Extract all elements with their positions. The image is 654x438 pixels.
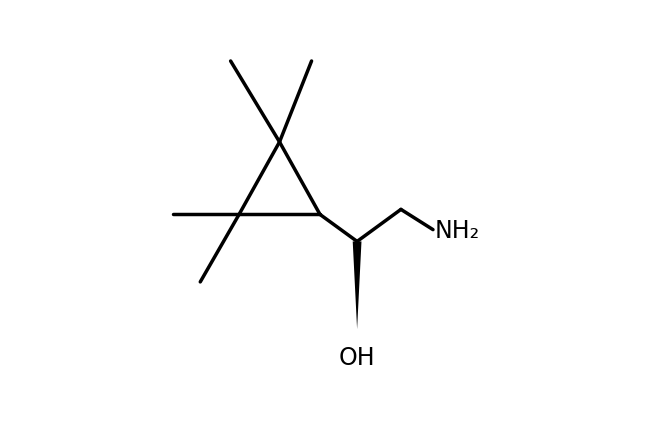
Polygon shape [353, 241, 362, 329]
Text: OH: OH [339, 346, 375, 370]
Text: NH₂: NH₂ [435, 219, 480, 243]
